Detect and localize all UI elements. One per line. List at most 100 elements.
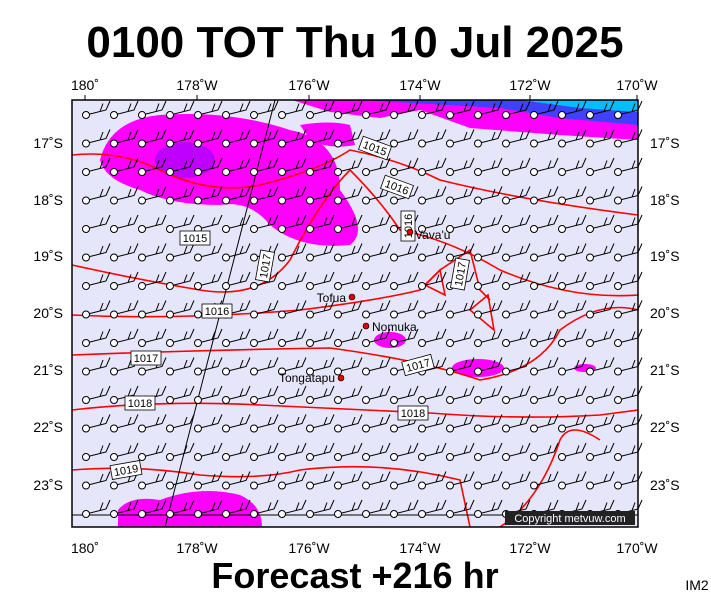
wind-barb (250, 414, 279, 433)
barb-station (278, 111, 286, 119)
wind-barb (586, 300, 615, 319)
barb-station (138, 339, 146, 347)
barb-staff (533, 442, 559, 458)
barb-station (502, 111, 510, 119)
wind-barb (362, 300, 391, 319)
wind-barb (166, 385, 195, 404)
isobar-label-box (450, 257, 470, 291)
barb-station (418, 253, 426, 262)
barb-station (250, 253, 258, 262)
wind-barb (502, 357, 531, 376)
barb-staff (449, 100, 475, 116)
wind-barb (82, 385, 111, 404)
barb-station (194, 510, 202, 518)
wind-barb (278, 129, 307, 148)
wind-barb (110, 271, 139, 290)
barb-staff (141, 414, 167, 429)
barb-staff (477, 300, 503, 315)
isobar-label: 1016 (400, 210, 416, 242)
barb-staff (337, 300, 363, 315)
wind-barb (362, 328, 391, 347)
wind-barb (278, 414, 307, 433)
barb-staff (141, 100, 167, 116)
wind-barb (502, 100, 531, 119)
barb-station (194, 111, 202, 119)
barb-station (558, 396, 566, 404)
barb-staff (113, 328, 139, 344)
barb-staff (561, 186, 587, 201)
longitude-label-bottom: 176˚W (288, 540, 330, 556)
wind-barb (194, 186, 223, 205)
wind-barb (558, 328, 587, 347)
barb-staff (505, 471, 531, 486)
barb-station (278, 310, 286, 319)
barb-staff (393, 100, 419, 116)
barb-station (418, 111, 426, 119)
barb-staff (449, 214, 475, 230)
barb-station (166, 168, 174, 176)
barb-staff (421, 471, 447, 486)
barb-staff (281, 157, 307, 173)
barb-station (418, 168, 426, 176)
barb-staff (589, 385, 615, 401)
wind-barb (166, 328, 195, 347)
wind-barb (558, 385, 587, 404)
barb-station (502, 196, 510, 205)
barb-staff (589, 357, 615, 372)
barb-staff (113, 186, 139, 201)
barb-station (82, 225, 90, 233)
barb-station (502, 282, 510, 290)
barb-station (306, 453, 314, 461)
wind-barb (110, 100, 139, 119)
barb-station (362, 481, 370, 490)
barb-station (82, 282, 90, 290)
forecast-label: Forecast +216 hr (211, 555, 498, 596)
barb-staff (365, 499, 391, 515)
wind-barb (586, 186, 615, 205)
barb-station (194, 481, 202, 490)
barb-station (222, 510, 230, 518)
wind-barb (334, 499, 363, 518)
wind-barb (334, 214, 363, 233)
barb-staff (253, 100, 279, 116)
barb-staff (533, 157, 559, 173)
barb-station (110, 510, 118, 518)
wind-barb (530, 243, 559, 262)
wind-barb (530, 186, 559, 205)
barb-station (390, 111, 398, 119)
barb-staff (197, 328, 223, 344)
wind-barb (530, 100, 559, 119)
barb-staff (85, 499, 111, 515)
wind-barb (446, 499, 475, 518)
barb-station (558, 481, 566, 490)
barb-station (110, 196, 118, 205)
wind-barb (390, 499, 419, 518)
wind-barb (334, 442, 363, 461)
barb-station (250, 111, 258, 119)
barb-station (390, 339, 398, 347)
barb-station (614, 453, 622, 461)
barb-station (250, 481, 258, 490)
barb-staff (365, 243, 391, 258)
barb-station (390, 510, 398, 518)
wind-barb (586, 328, 615, 347)
barb-staff (337, 157, 363, 173)
barb-station (446, 424, 454, 433)
barb-staff (421, 328, 447, 344)
barb-staff (589, 157, 615, 173)
wind-barb (558, 300, 587, 319)
wind-barb (250, 471, 279, 490)
barb-station (306, 367, 314, 376)
barb-station (306, 253, 314, 262)
barb-staff (533, 186, 559, 201)
barb-station (166, 196, 174, 205)
barb-station (586, 396, 594, 404)
barb-staff (225, 157, 251, 173)
barb-station (334, 453, 342, 461)
latitude-label-right: 23˚S (650, 477, 680, 493)
barb-staff (393, 471, 419, 486)
barb-staff (309, 414, 335, 429)
barb-staff (225, 357, 251, 372)
barb-station (82, 453, 90, 461)
barb-station (166, 253, 174, 262)
